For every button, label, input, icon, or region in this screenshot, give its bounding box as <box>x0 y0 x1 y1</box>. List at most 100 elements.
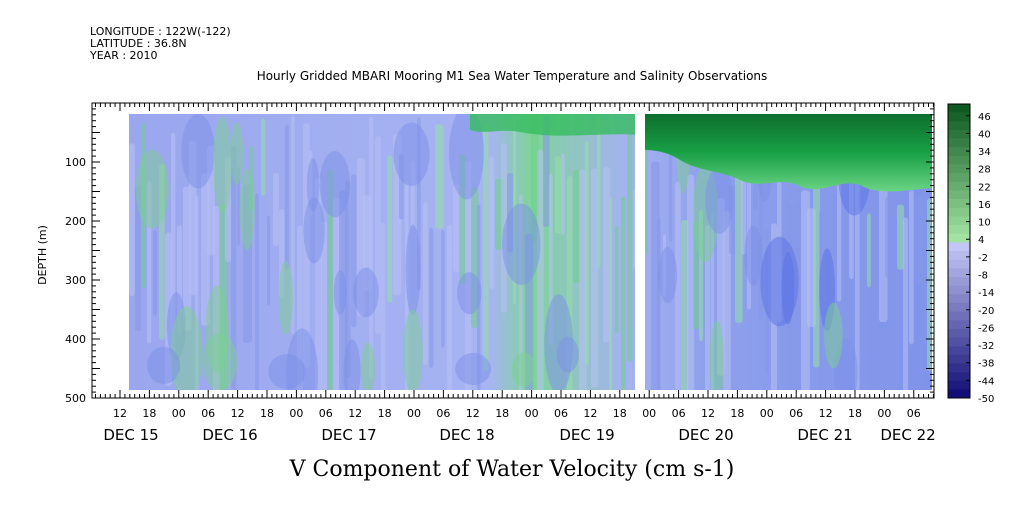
field-patch <box>449 114 484 200</box>
field-streak <box>273 172 279 247</box>
x-hour-label: 12 <box>701 407 715 420</box>
field-streak <box>369 116 374 379</box>
field-streak <box>591 168 599 388</box>
colorbar-bin <box>948 380 970 390</box>
data-gap <box>635 114 645 390</box>
colorbar-bin <box>948 311 970 321</box>
colorbar-bin <box>948 155 970 165</box>
field-patch <box>824 302 843 369</box>
field-patch <box>760 236 799 327</box>
field-streak <box>429 227 434 369</box>
colorbar-tick-label: 34 <box>978 147 991 158</box>
field-streak <box>645 143 649 255</box>
colorbar-bin <box>948 104 970 113</box>
colorbar-bin <box>948 268 970 278</box>
colorbar-bin <box>948 294 970 304</box>
colorbar-frame <box>947 103 971 399</box>
x-axis: 12 18 00 06 12 18 00 06 12 18 00 06 12 18 00 06 12 18 00 06… <box>95 103 936 444</box>
field-streak <box>153 230 158 316</box>
x-hour-label: 06 <box>319 407 333 420</box>
x-hour-label: 00 <box>642 407 656 420</box>
colorbar-bin <box>948 285 970 295</box>
colorbar-bin <box>948 164 970 174</box>
x-hour-label: 12 <box>113 407 127 420</box>
x-hour-label: 06 <box>789 407 803 420</box>
field-patch <box>202 333 238 390</box>
field-streak <box>597 114 601 269</box>
colorbar-tick-label: -14 <box>978 288 994 299</box>
x-hour-label: 12 <box>466 407 480 420</box>
field-patch <box>319 151 350 218</box>
field-streak <box>489 156 495 290</box>
field-streak <box>585 140 589 365</box>
field-streak <box>423 201 428 366</box>
colorbar-bin <box>948 389 970 399</box>
colorbar-bin <box>948 129 970 139</box>
colorbar-bin <box>948 372 970 382</box>
colorbar-tick-label: -44 <box>978 376 994 387</box>
colorbar-tick-label: 22 <box>978 182 991 193</box>
colorbar-bin <box>948 225 970 235</box>
field-patch <box>303 197 325 264</box>
field-streak <box>345 180 351 378</box>
x-day-label: DEC 19 <box>559 426 614 444</box>
surface-band-dec18 <box>470 114 640 136</box>
field-streak <box>705 224 711 390</box>
field-streak <box>447 224 453 390</box>
field-streak <box>237 166 241 246</box>
field-streak <box>687 174 695 390</box>
field-streak <box>129 143 135 297</box>
field-streak <box>861 218 867 325</box>
field-patch <box>457 272 482 315</box>
field-streak <box>813 139 820 368</box>
field-streak <box>609 198 613 390</box>
x-hour-label: 06 <box>907 407 921 420</box>
colorbar-bin <box>948 259 970 269</box>
x-hour-label: 12 <box>348 407 362 420</box>
chart-title: Hourly Gridded MBARI Mooring M1 Sea Wate… <box>257 69 768 83</box>
field-streak <box>615 225 619 334</box>
field-streak <box>231 146 237 390</box>
field-streak <box>453 184 461 272</box>
year-label: YEAR : 2010 <box>89 49 158 62</box>
field-streak <box>321 221 328 390</box>
colorbar-bin <box>948 190 970 200</box>
field-streak <box>261 118 266 196</box>
colorbar-bin <box>948 251 970 260</box>
x-hour-label: 12 <box>583 407 597 420</box>
field-streak <box>669 128 673 242</box>
field-streak <box>255 193 259 390</box>
variable-label: V Component of Water Velocity (cm s-1) <box>289 457 735 482</box>
field-streak <box>441 229 445 348</box>
colorbar-tick-label: -26 <box>978 323 994 334</box>
latitude-label: LATITUDE : 36.8N <box>90 37 187 50</box>
colorbar-tick-label: 46 <box>978 112 991 123</box>
x-hour-label: 00 <box>172 407 186 420</box>
field-streak <box>735 170 743 323</box>
field-streak <box>543 115 550 228</box>
x-hour-label: 18 <box>613 407 627 420</box>
x-hour-label: 00 <box>877 407 891 420</box>
x-hour-label: 06 <box>672 407 686 420</box>
y-axis-label: DEPTH (m) <box>36 225 49 285</box>
field-streak <box>867 213 871 288</box>
colorbar-bin <box>948 320 970 330</box>
field-patch <box>278 260 294 335</box>
surface-velocity-band <box>640 114 932 192</box>
x-hour-label: 18 <box>260 407 274 420</box>
field-streak <box>327 169 333 390</box>
colorbar-bin <box>948 112 970 122</box>
y-tick-label: 500 <box>65 392 86 405</box>
field-streak <box>897 204 905 270</box>
field-streak <box>537 149 544 390</box>
field-streak <box>285 124 289 270</box>
x-hour-label: 18 <box>848 407 862 420</box>
field-patch <box>556 336 579 373</box>
field-patch <box>306 158 320 213</box>
field-patch <box>239 168 255 251</box>
field-streak <box>603 167 611 343</box>
field-streak <box>627 134 633 362</box>
colorbar-bin <box>948 147 970 157</box>
field-patch <box>230 122 244 185</box>
